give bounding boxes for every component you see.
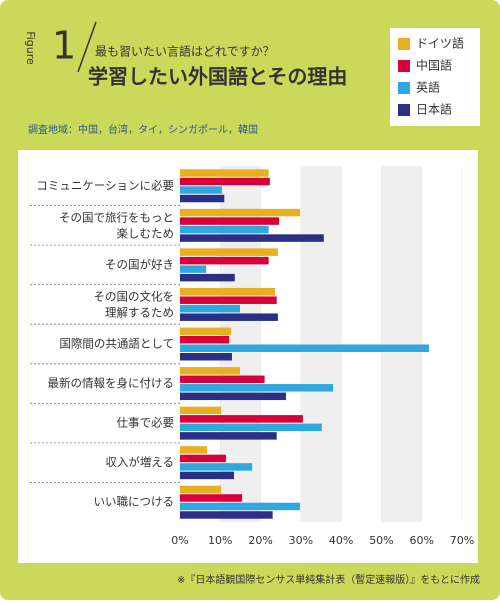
x-tick-label: 20% (248, 534, 272, 547)
grid-band (220, 166, 261, 522)
y-tick-label: コミュニケーションに必要 (36, 178, 174, 192)
bar (180, 248, 278, 256)
figure-label: Figure (24, 31, 37, 65)
bar (180, 415, 303, 423)
bar (180, 313, 278, 321)
bar (180, 432, 277, 440)
bar (180, 485, 222, 494)
bar (180, 511, 273, 519)
bar (180, 392, 286, 401)
grid-band (300, 166, 342, 522)
bar (180, 375, 265, 384)
bar (180, 344, 429, 352)
x-tick-label: 30% (289, 534, 313, 547)
bar (180, 327, 232, 335)
bar (180, 406, 222, 415)
bar (180, 225, 269, 234)
x-tick-label: 50% (369, 534, 393, 547)
legend-label: 中国語 (416, 58, 452, 73)
grid-band (381, 166, 422, 522)
y-tick-label: 最新の情報を身に付ける (48, 376, 175, 390)
bar (180, 256, 269, 265)
legend-swatch (398, 82, 410, 94)
slash (77, 21, 97, 73)
legend-label: 日本語 (416, 102, 452, 117)
legend-label: ドイツ語 (416, 36, 464, 51)
legend-swatch (398, 60, 410, 72)
bar (180, 384, 334, 392)
bar (180, 186, 222, 194)
note: 調査地域：中国，台湾，タイ，シンガポール，韓国 (28, 123, 258, 136)
bar (180, 208, 301, 217)
x-tick-label: 10% (208, 534, 232, 547)
bar (180, 353, 232, 361)
x-tick-label: 60% (409, 534, 433, 547)
bar (180, 194, 225, 203)
y-tick-label: いい職につける (94, 495, 175, 509)
x-tick-label: 70% (450, 534, 474, 547)
bar (180, 471, 234, 480)
bar (180, 336, 230, 344)
title: 学習したい外国語とその理由 (88, 65, 347, 89)
x-tick-label: 0% (171, 534, 188, 547)
bar (180, 296, 277, 304)
bar (180, 463, 253, 471)
legend-swatch (398, 38, 410, 50)
bar (180, 446, 207, 454)
legend-swatch (398, 104, 410, 116)
legend-label: 英語 (416, 80, 440, 95)
y-tick-label: 仕事で必要 (117, 416, 175, 430)
y-tick-label: その国の文化を理解するため (94, 289, 175, 319)
bar (180, 177, 270, 186)
x-tick-label: 40% (329, 534, 353, 547)
bar (180, 367, 241, 375)
bar (180, 234, 324, 242)
y-tick-label: その国が好き (105, 257, 174, 271)
bar (180, 494, 243, 502)
bar (180, 423, 322, 432)
bar (180, 217, 280, 225)
y-tick-label: 国際間の共通語として (59, 337, 174, 351)
bar (180, 273, 235, 282)
figure-number: 1 (52, 24, 76, 68)
bar (180, 502, 301, 511)
source: ※『日本語観国際センサス単純集計表（暫定速報版）』をもとに作成 (177, 573, 480, 586)
bar (180, 287, 276, 296)
bar (180, 265, 207, 273)
y-tick-label: その国で旅行をもっと楽しむため (59, 210, 174, 240)
subtitle: 最も習いたい言語はどれですか？ (95, 44, 275, 59)
bar (180, 454, 226, 463)
y-tick-label: 収入が増える (105, 455, 174, 469)
bar (180, 169, 269, 177)
bar (180, 304, 241, 313)
